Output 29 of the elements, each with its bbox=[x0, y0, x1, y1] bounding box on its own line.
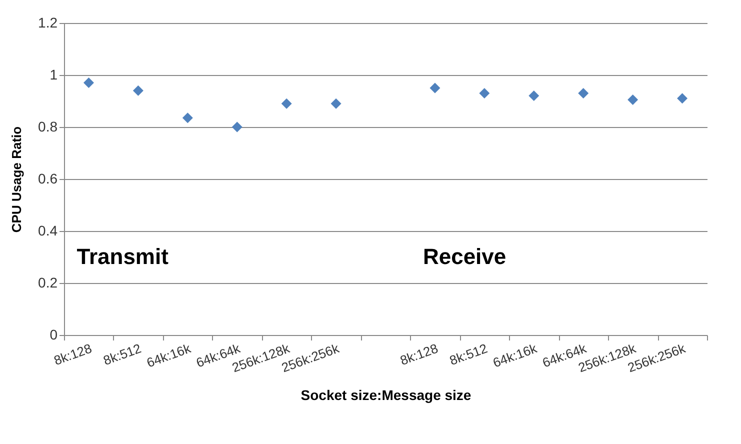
point bbox=[182, 112, 193, 124]
y-tick-label: 1 bbox=[50, 66, 58, 82]
y-tick-label: 0.8 bbox=[38, 118, 58, 134]
point bbox=[479, 88, 490, 98]
point bbox=[83, 78, 94, 88]
point bbox=[430, 82, 440, 94]
x-tick-label: 8k:512 bbox=[448, 340, 490, 368]
x-tick-label: 64k:16k bbox=[144, 340, 194, 370]
y-tick-label: 0 bbox=[50, 326, 58, 342]
x-tick-label: 8k:128 bbox=[52, 340, 94, 368]
x-axis-title: Socket size:Message size bbox=[300, 387, 472, 404]
point bbox=[330, 98, 342, 109]
y-axis-title: CPU Usage Ratio bbox=[9, 126, 24, 233]
x-tick-label: 8k:128 bbox=[398, 340, 440, 368]
annotation: Transmit bbox=[76, 244, 170, 269]
point bbox=[677, 93, 688, 104]
point bbox=[578, 88, 589, 98]
y-tick-label: 0.4 bbox=[38, 222, 58, 238]
point bbox=[232, 122, 242, 132]
x-tick-label: 64k:16k bbox=[490, 340, 540, 370]
x-tick-label: 8k:512 bbox=[101, 340, 144, 368]
point bbox=[132, 85, 144, 96]
point bbox=[528, 90, 540, 102]
annotation: Receive bbox=[422, 244, 506, 269]
y-tick-label: 1.2 bbox=[38, 14, 58, 30]
point bbox=[628, 94, 638, 105]
point bbox=[281, 98, 292, 109]
y-tick-label: 0.2 bbox=[38, 274, 58, 290]
y-tick-label: 0.6 bbox=[38, 170, 58, 186]
